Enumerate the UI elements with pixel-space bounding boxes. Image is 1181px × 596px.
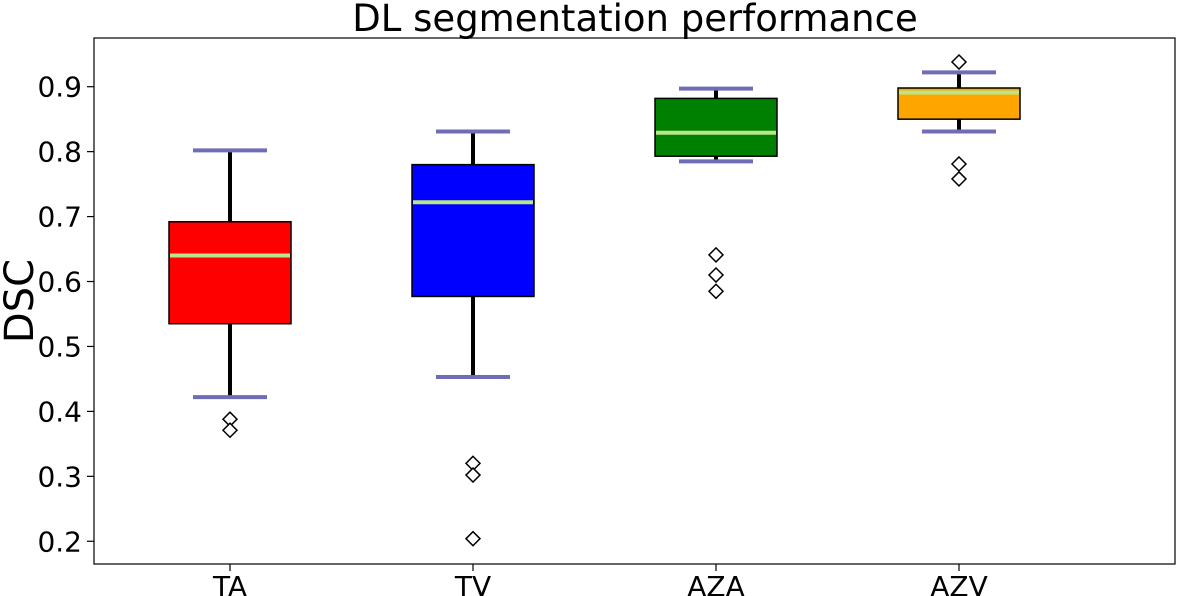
x-tick-label: AZV	[930, 570, 988, 596]
outlier-azv	[950, 53, 968, 71]
outlier-aza	[707, 246, 725, 263]
y-tick-label: 0.9	[37, 71, 82, 104]
x-tick-label: TA	[212, 570, 247, 596]
plot-frame	[93, 37, 1176, 565]
box-ta	[168, 221, 292, 325]
y-tick-label: 0.5	[37, 330, 82, 363]
box-tv	[411, 163, 535, 298]
outlier-azv	[950, 155, 968, 173]
y-axis-label: DSC	[0, 259, 43, 343]
chart-title: DL segmentation performance	[352, 0, 917, 40]
plot-area: 0.2 0.3 0.4 0.5 0.6 0.7 0.8 0.9 TA TV AZA AZV	[37, 37, 1176, 596]
y-tick-label: 0.8	[37, 136, 82, 169]
y-tick-label: 0.2	[37, 525, 82, 558]
y-tick-label: 0.6	[37, 266, 82, 299]
outlier-tv	[464, 466, 482, 484]
box-aza	[654, 97, 778, 157]
outlier-aza	[707, 266, 725, 284]
outlier-aza	[707, 283, 725, 300]
x-tick-label: AZA	[687, 570, 745, 596]
outlier-azv	[950, 170, 968, 187]
y-tick-label: 0.7	[37, 201, 82, 234]
y-tick-label: 0.4	[37, 395, 82, 428]
outlier-tv	[464, 530, 482, 547]
x-tick-label: TV	[454, 570, 491, 596]
y-tick-label: 0.3	[37, 460, 82, 493]
outlier-ta	[221, 422, 239, 439]
